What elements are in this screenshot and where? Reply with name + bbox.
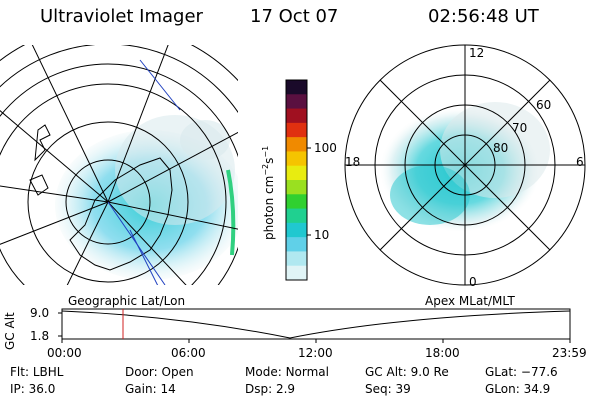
colorbar-tick-100: 100	[314, 141, 337, 155]
footer-ip: IP: 36.0	[10, 382, 56, 396]
mlt-label-12: 12	[469, 46, 485, 60]
footer-mode: Mode: Normal	[245, 365, 329, 379]
colorbar-unit: photon cm−2s−1	[261, 145, 276, 240]
colorbar	[286, 80, 307, 281]
instrument-title: Ultraviolet Imager	[40, 6, 203, 27]
time-label: 02:56:48 UT	[428, 6, 539, 27]
colorbar-segment	[286, 251, 307, 267]
time-tick-3: 18:00	[425, 346, 460, 360]
colorbar-segment	[286, 122, 307, 138]
time-tick-4: 23:59	[552, 346, 587, 360]
footer-gain: Gain: 14	[125, 382, 176, 396]
footer-glat: GLat: −77.6	[485, 365, 558, 379]
mlat-label-60: 60	[536, 98, 552, 112]
apex-map	[344, 44, 586, 286]
altitude-plot	[58, 308, 571, 343]
footer-dsp: Dsp: 2.9	[245, 382, 296, 396]
colorbar-segment	[286, 151, 307, 167]
footer-seq: Seq: 39	[365, 382, 411, 396]
footer-gc-alt: GC Alt: 9.0 Re	[365, 365, 449, 379]
time-tick-1: 06:00	[171, 346, 206, 360]
colorbar-segment	[286, 165, 307, 181]
colorbar-segment	[286, 94, 307, 110]
colorbar-segment	[286, 108, 307, 124]
mlt-label-18: 18	[345, 155, 361, 169]
mlt-label-0: 0	[469, 275, 477, 289]
time-tick-2: 12:00	[298, 346, 333, 360]
colorbar-segment	[286, 80, 307, 95]
mlt-label-6: 6	[576, 155, 584, 169]
colorbar-segment	[286, 208, 307, 224]
altitude-tick-low: 1.8	[30, 329, 50, 343]
time-tick-0: 00:00	[47, 346, 82, 360]
colorbar-segment	[286, 222, 307, 238]
footer-door: Door: Open	[125, 365, 194, 379]
colorbar-tick-10: 10	[314, 228, 330, 242]
colorbar-segment	[286, 137, 307, 152]
altitude-curve	[61, 310, 571, 339]
date-label: 17 Oct 07	[250, 6, 339, 27]
footer-glon: GLon: 34.9	[485, 382, 551, 396]
colorbar-segment	[286, 194, 307, 210]
colorbar-segment	[286, 265, 307, 281]
altitude-axis-label: GC Alt	[3, 312, 17, 350]
mlat-label-70: 70	[512, 121, 528, 135]
geographic-map-label: Geographic Lat/Lon	[68, 294, 186, 308]
geographic-map	[0, 45, 238, 285]
altitude-tick-high: 9.0	[30, 306, 50, 320]
colorbar-segment	[286, 180, 307, 195]
apex-map-label: Apex MLat/MLT	[425, 294, 515, 308]
colorbar-segment	[286, 237, 307, 252]
footer-flt: Flt: LBHL	[10, 365, 64, 379]
mlat-label-80: 80	[493, 141, 509, 155]
